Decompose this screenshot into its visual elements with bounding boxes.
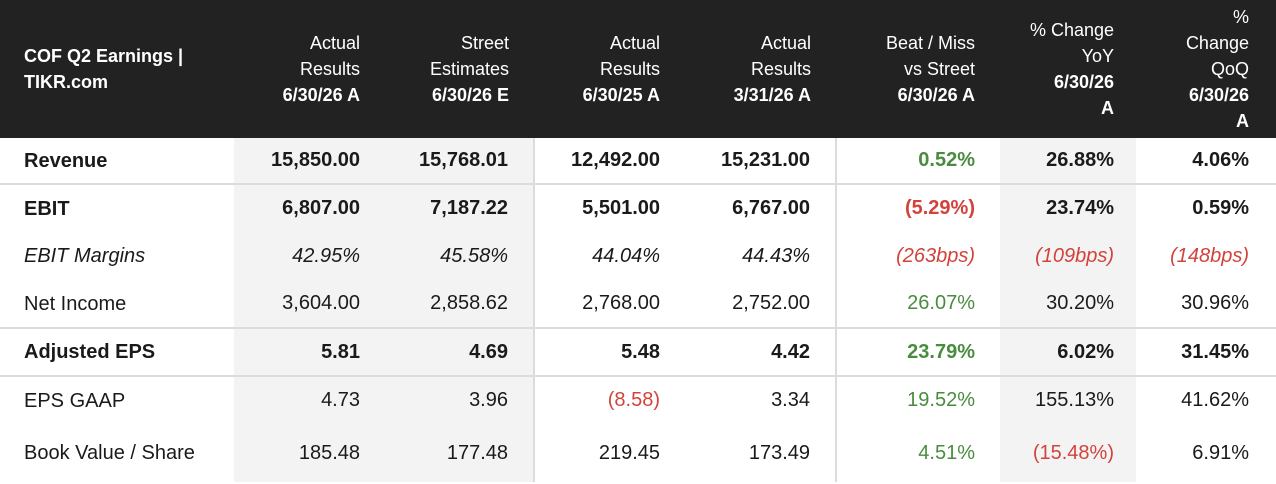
col-header-line: % [1232,7,1249,27]
cell-value: 15,231.00 [685,138,836,185]
cell-value: 6.02% [1000,328,1136,377]
col-header-line: Results [750,59,811,79]
cell-value: 0.59% [1192,197,1249,219]
table-title-text: COF Q2 Earnings | TIKR.com [24,46,184,92]
cell-value: (5.29%) [835,184,1000,232]
col-header-line: QoQ [1210,59,1249,79]
cell-value: 30.20% [1000,280,1136,329]
cell-value: 4.42 [685,328,836,377]
col-header-date: A [1101,98,1114,118]
cell-value: 5.81 [234,328,385,377]
col-header-date: A [1236,111,1249,131]
cell-value: 44.04% [533,232,685,280]
table-row-revenue: Revenue 15,850.00 15,768.01 12,492.00 15… [0,138,1276,185]
cell-value: 41.62% [1181,389,1249,411]
cell-value: 3.96 [385,376,534,424]
cell-value: 42.95% [234,232,385,280]
col-header-date: 6/30/26 A [897,85,975,105]
cell-value: 7,187.22 [385,184,534,232]
col-header-line: Street [460,33,509,53]
row-label: Book Value / Share [24,442,195,464]
cell-value: 26.07% [835,280,1000,329]
cell-value: 155.13% [1000,376,1136,424]
row-label: EBIT Margins [24,245,146,267]
col-header-beat-miss: Beat / Miss vs Street 6/30/26 A [836,0,1000,138]
cell-value: 219.45 [533,424,685,482]
col-header-line: Estimates [429,59,509,79]
cell-value: 2,768.00 [533,280,685,329]
cell-value: 4.06% [1136,138,1276,185]
cell-value: 44.43% [742,244,810,267]
cell-value: 4.51% [835,424,1000,482]
col-header-actual-current: Actual Results 6/30/26 A [234,0,385,138]
cell-value: 173.49 [748,441,810,464]
col-header-qoq: % Change QoQ 6/30/26 A [1136,0,1276,138]
cell-value: 185.48 [234,424,385,482]
cell-value: 15,850.00 [234,138,385,185]
cell-value: (8.58) [533,376,685,424]
row-label: Revenue [0,138,234,185]
cell-value: 0.52% [835,138,1000,185]
cell-value: 12,492.00 [533,138,685,185]
col-header-line: Beat / Miss [885,33,975,53]
cell-value: 4.69 [385,328,534,377]
table-row-ebit-margins: EBIT Margins 42.95% 45.58% 44.04% 44.43%… [0,232,1276,280]
col-header-date: 6/30/26 [1053,72,1114,92]
cell-value: 5.48 [533,328,685,377]
row-label: Net Income [0,280,234,329]
col-header-line: Actual [760,33,811,53]
col-header-date: 3/31/26 A [733,85,811,105]
cell-value: 6,807.00 [234,184,385,232]
col-header-line: Actual [609,33,660,53]
cell-value: (263bps) [835,232,1000,280]
row-label: Adjusted EPS [0,328,234,377]
table-row-ebit: EBIT 6,807.00 7,187.22 5,501.00 6,767.00… [0,184,1276,232]
table-row-eps-gaap: EPS GAAP 4.73 3.96 (8.58) 3.34 19.52% 15… [0,376,1276,424]
col-header-line: Actual [309,33,360,53]
col-header-line: vs Street [903,59,975,79]
cell-value: 26.88% [1000,138,1136,185]
col-header-line: Results [299,59,360,79]
cell-value: 23.79% [835,328,1000,377]
cell-value: 2,752.00 [685,280,836,329]
cell-value: (109bps) [1000,232,1136,280]
header-row: COF Q2 Earnings | TIKR.com Actual Result… [0,0,1276,138]
cell-value: 177.48 [385,424,534,482]
col-header-line: Change [1185,33,1249,53]
col-header-date: 6/30/26 A [282,85,360,105]
cell-value: 3,604.00 [234,280,385,329]
cell-value: 45.58% [385,232,534,280]
cell-value: 19.52% [835,376,1000,424]
cell-value: 6.91% [1192,441,1249,464]
col-header-street-estimates: Street Estimates 6/30/26 E [385,0,534,138]
cell-value: 2,858.62 [385,280,534,329]
row-label: EPS GAAP [24,389,126,412]
cell-value: 30.96% [1136,280,1276,329]
cell-value: 4.73 [234,376,385,424]
cell-value: (15.48%) [1000,424,1136,482]
table-row-book-value-per-share: Book Value / Share 185.48 177.48 219.45 … [0,424,1276,482]
col-header-date: 6/30/25 A [582,85,660,105]
row-label: EBIT [24,197,70,220]
cell-value: 6,767.00 [732,197,810,219]
col-header-line: YoY [1081,46,1114,66]
col-header-actual-prior-year: Actual Results 6/30/25 A [534,0,685,138]
col-header-line: % Change [1029,20,1114,40]
col-header-date: 6/30/26 [1188,85,1249,105]
cell-value: 15,768.01 [385,138,534,185]
col-header-actual-prior-quarter: Actual Results 3/31/26 A [685,0,836,138]
col-header-yoy: % Change YoY 6/30/26 A [1000,0,1136,138]
cell-value: 23.74% [1000,184,1136,232]
cell-value: 3.34 [771,389,810,411]
table-row-adjusted-eps: Adjusted EPS 5.81 4.69 5.48 4.42 23.79% … [0,328,1276,377]
col-header-line: Results [599,59,660,79]
cell-value: 5,501.00 [533,184,685,232]
cell-value: (148bps) [1170,244,1249,267]
cell-value: 31.45% [1136,328,1276,377]
table-row-net-income: Net Income 3,604.00 2,858.62 2,768.00 2,… [0,280,1276,329]
table-title: COF Q2 Earnings | TIKR.com [0,0,234,138]
col-header-date: 6/30/26 E [431,85,509,105]
